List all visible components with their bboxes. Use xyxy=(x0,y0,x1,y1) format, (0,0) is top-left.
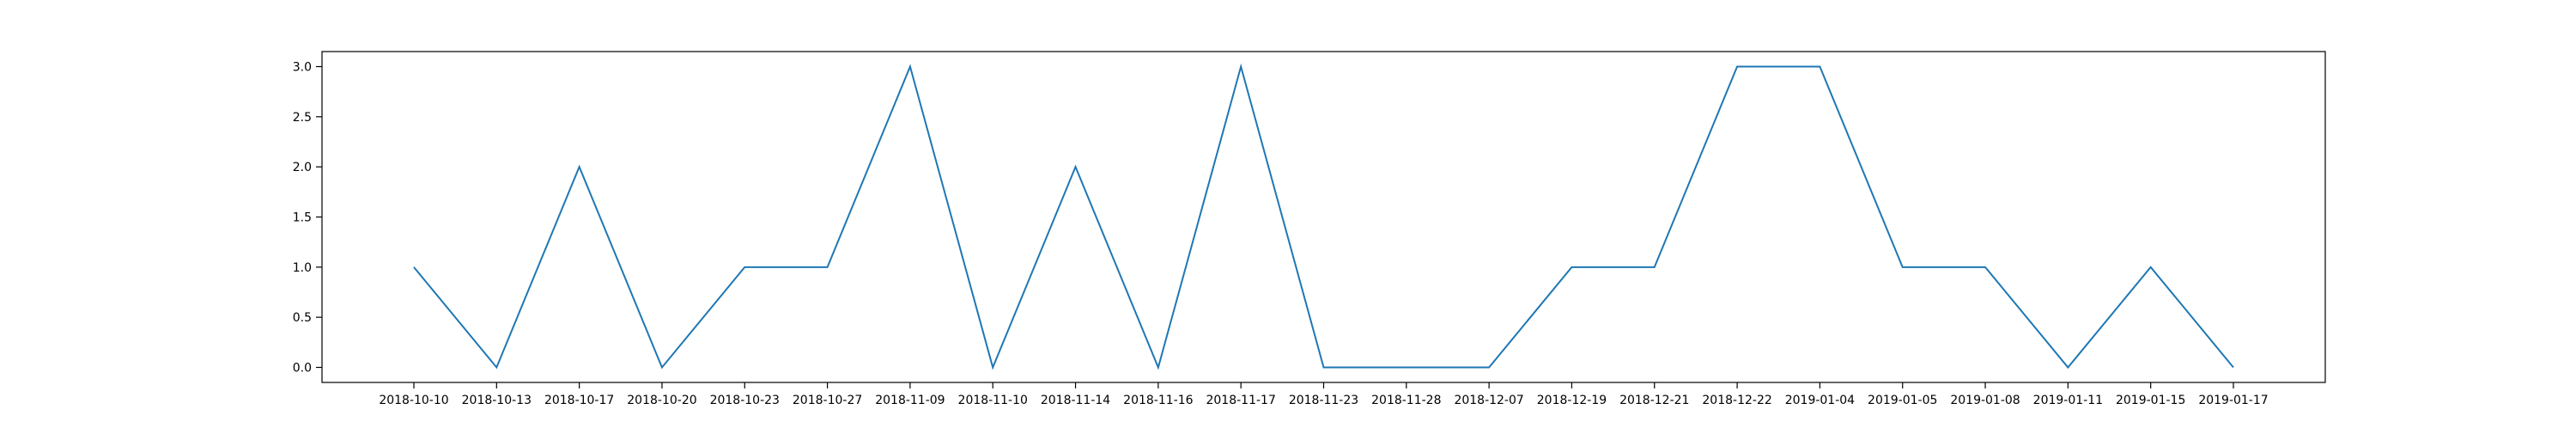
x-tick-label: 2018-11-14 xyxy=(1041,394,1110,407)
x-tick-label: 2018-12-07 xyxy=(1454,394,1523,407)
y-tick-label: 1.5 xyxy=(293,211,312,225)
x-tick-label: 2019-01-04 xyxy=(1785,394,1855,407)
y-tick-label: 2.0 xyxy=(293,161,312,174)
series-layer xyxy=(413,63,2234,370)
x-tick-label: 2018-10-10 xyxy=(379,394,448,407)
y-tick-label: 0.5 xyxy=(293,311,312,325)
y-tick-label: 1.0 xyxy=(293,261,312,275)
x-tick-label: 2018-10-20 xyxy=(627,394,696,407)
ticks-layer: 2018-10-10 2018-10-13 2018-10-17 2018-10-20… xyxy=(293,61,2269,408)
x-tick-label: 2018-10-27 xyxy=(793,394,862,407)
x-tick-label: 2019-01-11 xyxy=(2033,394,2103,407)
y-tick-label: 2.5 xyxy=(293,111,312,125)
y-tick-label: 3.0 xyxy=(293,61,312,75)
x-tick-label: 2018-11-16 xyxy=(1123,394,1193,407)
x-tick-label: 2018-10-13 xyxy=(462,394,532,407)
x-tick-label: 2018-11-09 xyxy=(875,394,945,407)
x-tick-label: 2018-11-17 xyxy=(1206,394,1275,407)
x-tick-label: 2019-01-08 xyxy=(1950,394,2020,407)
y-tick-label: 0.0 xyxy=(293,362,312,376)
x-tick-label: 2018-11-23 xyxy=(1289,394,1358,407)
x-tick-label: 2018-11-28 xyxy=(1371,394,1441,407)
x-tick-label: 2019-01-17 xyxy=(2198,394,2268,407)
x-tick-label: 2019-01-15 xyxy=(2116,394,2185,407)
x-tick-label: 2019-01-05 xyxy=(1868,394,1937,407)
x-tick-label: 2018-11-10 xyxy=(958,394,1028,407)
plot-frame xyxy=(321,51,2326,383)
x-tick-label: 2018-10-17 xyxy=(544,394,614,407)
x-tick-label: 2018-12-19 xyxy=(1537,394,1607,407)
series-line xyxy=(413,63,2234,370)
x-tick-label: 2018-12-22 xyxy=(1702,394,1771,407)
x-tick-label: 2018-10-23 xyxy=(710,394,780,407)
x-tick-label: 2018-12-21 xyxy=(1619,394,1689,407)
